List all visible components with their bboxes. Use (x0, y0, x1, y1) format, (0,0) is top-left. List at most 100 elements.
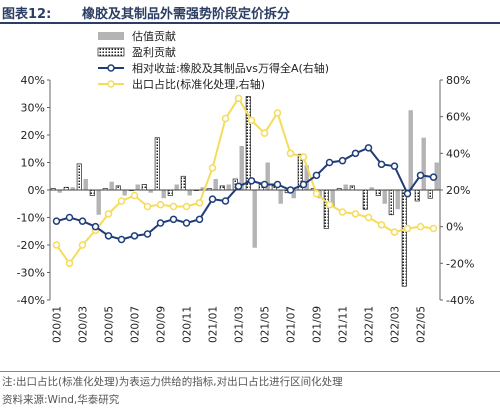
valuation-bar (187, 190, 192, 196)
relative-return-point (195, 215, 204, 224)
valuation-bar (200, 187, 205, 190)
x-tick-label: 2021/01 (208, 306, 220, 344)
relative-return-point (143, 230, 152, 238)
valuation-bar (265, 162, 270, 190)
left-tick-label: -30% (17, 267, 45, 280)
valuation-bar (83, 179, 88, 190)
export-share-point (156, 200, 165, 209)
export-share-point (65, 259, 74, 268)
export-share-point (416, 222, 425, 231)
valuation-bar (226, 184, 231, 190)
relative-return-point (234, 182, 243, 191)
relative-return-point (208, 195, 217, 203)
relative-return-point (104, 232, 113, 240)
valuation-bar (343, 184, 348, 190)
x-tick-label: 2021/11 (338, 306, 350, 344)
x-tick-label: 2020/07 (130, 306, 142, 344)
left-tick-label: -20% (17, 239, 45, 252)
earnings-bar (89, 189, 95, 196)
earnings-bar (76, 163, 82, 191)
right-tick-label: 40% (446, 147, 470, 160)
x-tick-label: 2020/01 (52, 306, 64, 344)
relative-return-point (403, 189, 412, 198)
export-share-point (169, 202, 178, 211)
x-tick-label: 2022/01 (364, 306, 376, 344)
figure-header: 图表12: 橡胶及其制品外需强势阶段定价拆分 (0, 0, 500, 22)
legend-valuation-swatch (98, 32, 124, 40)
export-share-point (117, 197, 126, 205)
right-tick-label: -20% (446, 257, 474, 270)
relative-return-point (325, 158, 334, 167)
export-share-point (78, 241, 87, 249)
relative-return-point (156, 219, 165, 227)
relative-return-point (65, 213, 74, 222)
valuation-bar (161, 190, 166, 199)
earnings-bar (115, 185, 121, 191)
x-tick-label: 2021/09 (312, 306, 324, 344)
x-tick-label: 2021/07 (286, 306, 298, 344)
relative-return-point (312, 171, 321, 180)
export-share-point (221, 114, 230, 123)
relative-return-point (260, 180, 269, 189)
x-tick-label: 2020/05 (104, 306, 116, 344)
valuation-bar (395, 190, 400, 210)
earnings-bar (362, 189, 368, 210)
left-tick-label: 20% (21, 129, 45, 142)
footer-rule (0, 371, 500, 372)
earnings-bar (219, 185, 225, 191)
valuation-bar (252, 190, 257, 248)
legend-earnings-label: 盈利贡献 (132, 45, 176, 59)
relative-return-point (286, 186, 295, 194)
valuation-bar (148, 190, 153, 193)
earnings-bar (375, 189, 381, 196)
relative-return-point (130, 232, 139, 240)
legend-relative-label: 相对收益:橡胶及其制品vs万得全A(右轴) (132, 61, 329, 75)
relative-return-point (91, 222, 100, 231)
relative-return-point (390, 162, 399, 170)
export-share-point (312, 189, 321, 198)
left-tick-label: 40% (21, 74, 45, 87)
x-tick-label: 2020/09 (156, 306, 168, 344)
export-share-point (273, 109, 282, 117)
earnings-bar (401, 189, 407, 287)
export-share-point (104, 210, 113, 218)
export-share-point (52, 241, 61, 249)
export-share-point (338, 208, 347, 216)
left-tick-label: 0% (28, 184, 45, 197)
x-tick-label: 2020/03 (78, 306, 90, 344)
x-tick-label: 2022/03 (390, 306, 402, 344)
left-tick-label: 10% (21, 157, 45, 170)
relative-return-point (299, 180, 308, 189)
relative-return-point (117, 235, 126, 244)
export-share-point (286, 149, 295, 158)
relative-return-point (182, 219, 191, 227)
export-share-point (182, 202, 191, 211)
export-share-point (130, 191, 139, 200)
right-tick-label: 20% (446, 184, 470, 197)
earnings-bar (154, 137, 160, 191)
valuation-bar (239, 146, 244, 190)
export-share-point (364, 213, 373, 222)
export-share-point (247, 116, 256, 125)
x-tick-label: 2021/05 (260, 306, 272, 344)
export-share-line (55, 96, 434, 266)
relative-return-point (351, 149, 360, 158)
valuation-bar (57, 190, 62, 193)
right-tick-label: 60% (446, 111, 470, 124)
title-rule (0, 22, 500, 24)
valuation-bar (109, 181, 114, 190)
valuation-bar (291, 190, 296, 199)
valuation-bar (382, 190, 387, 204)
legend-export-label: 出口占比(标准化处理,右轴) (132, 77, 265, 91)
valuation-bar (330, 190, 335, 207)
relative-return-point (416, 171, 425, 180)
relative-return-point (78, 217, 87, 225)
valuation-bar (122, 190, 127, 196)
relative-return-point (169, 215, 178, 224)
x-tick-label: 2022/05 (416, 306, 428, 344)
earnings-bar (414, 189, 420, 202)
valuation-bar (278, 190, 283, 204)
x-tick-label: 2021/03 (234, 306, 246, 344)
right-tick-label: -40% (446, 294, 474, 307)
relative-return-point (429, 173, 438, 181)
